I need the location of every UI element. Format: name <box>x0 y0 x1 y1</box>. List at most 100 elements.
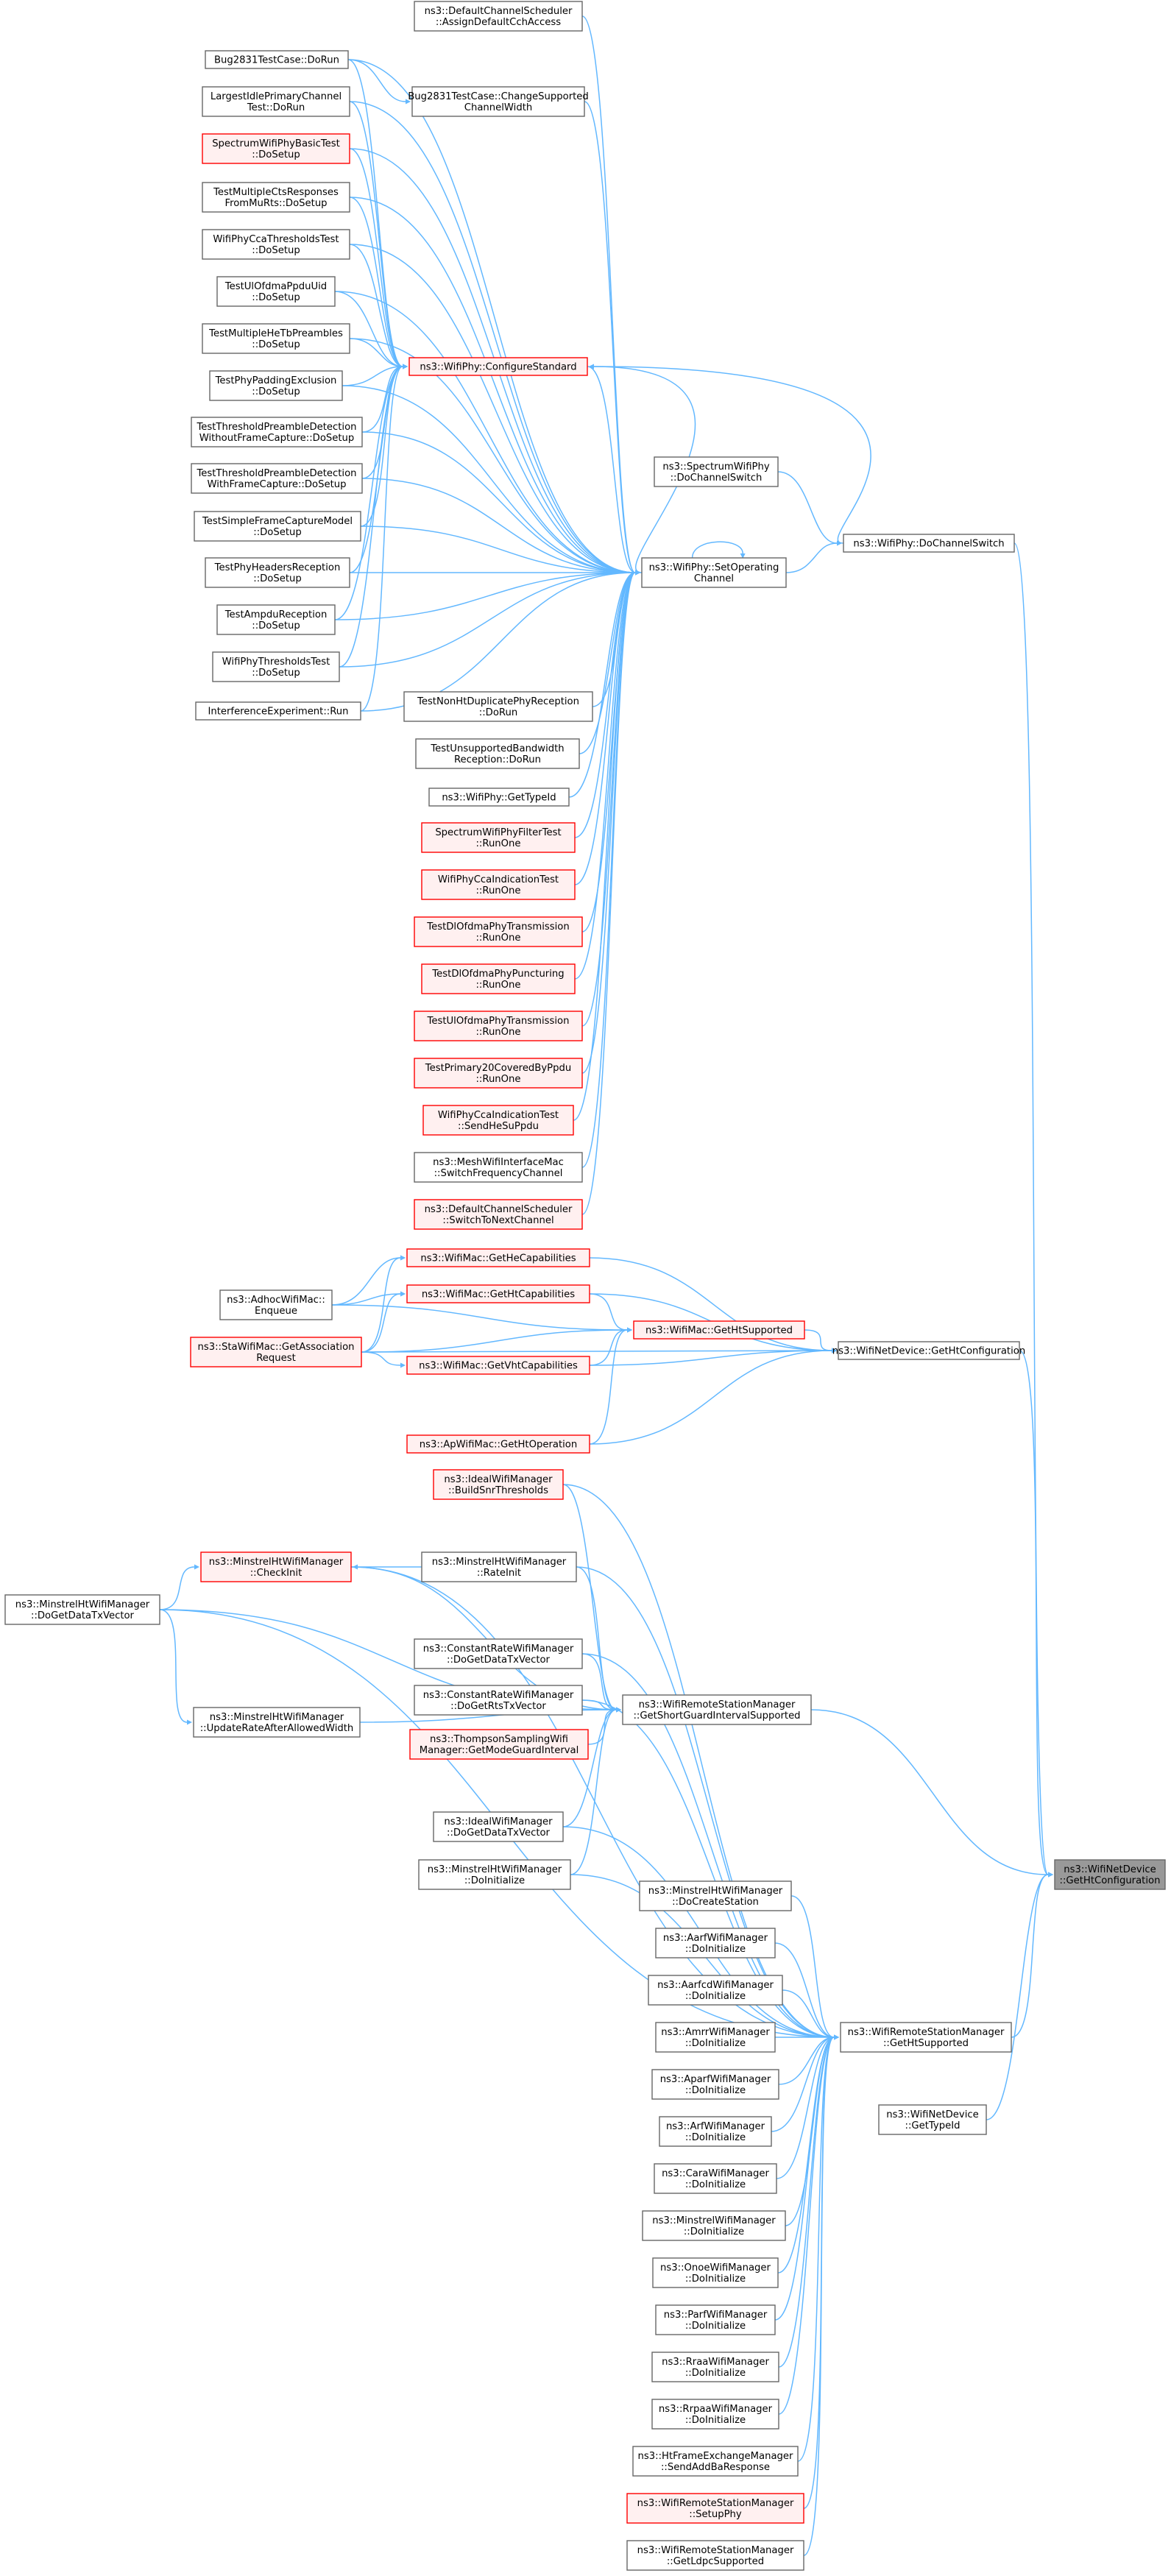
function-node-thompson[interactable]: ns3::ThompsonSamplingWifiManager::GetMod… <box>409 1729 589 1760</box>
node-label-line: ::DoGetRtsTxVector <box>450 1701 546 1712</box>
function-node-rsm-sgi[interactable]: ns3::WifiRemoteStationManager::GetShortG… <box>622 1694 812 1725</box>
node-box <box>409 1729 589 1760</box>
function-node-rrpaa-init[interactable]: ns3::RrpaaWifiManager::DoInitialize <box>651 2399 779 2430</box>
function-node-ideal-dogdtv[interactable]: ns3::IdealWifiManager::DoGetDataTxVector <box>433 1811 564 1842</box>
call-edge <box>589 1348 837 1445</box>
function-node-mac-vht-caps[interactable]: ns3::WifiMac::GetVhtCapabilities <box>406 1356 590 1375</box>
function-node-amrr-init[interactable]: ns3::AmrrWifiManager::DoInitialize <box>655 2022 776 2053</box>
node-label-line: ns3::WifiPhy::ConfigureStandard <box>420 362 576 373</box>
function-node-multi-cts[interactable]: TestMultipleCtsResponsesFromMuRts::DoSet… <box>202 182 350 213</box>
function-node-aparf-init[interactable]: ns3::AparfWifiManager::DoInitialize <box>651 2069 779 2100</box>
function-node-minht-check[interactable]: ns3::MinstrelHtWifiManager::CheckInit <box>200 1551 352 1582</box>
call-edge <box>782 1989 839 2040</box>
function-node-parf-init[interactable]: ns3::ParfWifiManager::DoInitialize <box>655 2304 776 2335</box>
function-node-dl-ofdma-tx[interactable]: TestDlOfdmaPhyTransmission::RunOne <box>414 916 583 947</box>
node-label-line: ::DoSetup <box>252 292 300 303</box>
node-label-line: ::DoInitialize <box>684 2226 744 2237</box>
function-node-dev-ht-config[interactable]: ns3::WifiNetDevice::GetHtConfiguration <box>832 1341 1025 1360</box>
function-node-thresh-with[interactable]: TestThresholdPreambleDetectionWithFrameC… <box>191 463 363 494</box>
function-node-simple-fc[interactable]: TestSimpleFrameCaptureModel::DoSetup <box>194 511 361 542</box>
call-edge <box>589 1257 837 1354</box>
function-node-wifiphy-typeid[interactable]: ns3::WifiPhy::GetTypeId <box>428 788 570 807</box>
function-node-thresh-without[interactable]: TestThresholdPreambleDetectionWithoutFra… <box>191 417 363 447</box>
node-label-line: ns3::StaWifiMac::GetAssociation <box>197 1342 354 1353</box>
function-node-padding-excl[interactable]: TestPhyPaddingExclusion::DoSetup <box>209 370 343 401</box>
node-label-line: ns3::MinstrelHtWifiManager <box>432 1557 567 1568</box>
function-node-minht-init[interactable]: ns3::MinstrelHtWifiManager::DoInitialize <box>418 1859 571 1890</box>
function-node-bug-change[interactable]: Bug2831TestCase::ChangeSupportedChannelW… <box>408 86 589 117</box>
function-node-spectrum-basic[interactable]: SpectrumWifiPhyBasicTest::DoSetup <box>202 133 350 164</box>
function-node-minht-dogdtv[interactable]: ns3::MinstrelHtWifiManager::DoGetDataTxV… <box>4 1594 160 1625</box>
call-edge <box>339 570 640 668</box>
node-label-line: ns3::ConstantRateWifiManager <box>423 1690 574 1701</box>
function-node-interf-run[interactable]: InterferenceExperiment::Run <box>195 701 361 721</box>
function-node-cca-thresh[interactable]: WifiPhyCcaThresholdsTest::DoSetup <box>202 229 350 260</box>
function-node-ideal-snr[interactable]: ns3::IdealWifiManager::BuildSnrThreshold… <box>433 1469 564 1500</box>
function-node-arf-init[interactable]: ns3::ArfWifiManager::DoInitialize <box>659 2116 772 2147</box>
function-node-cr-data[interactable]: ns3::ConstantRateWifiManager::DoGetDataT… <box>414 1638 583 1669</box>
function-node-primary20[interactable]: TestPrimary20CoveredByPpdu::RunOne <box>414 1058 583 1089</box>
call-edge <box>361 1291 406 1353</box>
function-node-spectrum-filter[interactable]: SpectrumWifiPhyFilterTest::RunOne <box>421 822 576 853</box>
function-node-rsm-setup[interactable]: ns3::WifiRemoteStationManager::SetupPhy <box>626 2493 804 2524</box>
function-node-onoe-init[interactable]: ns3::OnoeWifiManager::DoInitialize <box>652 2257 779 2288</box>
function-node-cca-indication[interactable]: WifiPhyCcaIndicationTest::RunOne <box>421 869 576 900</box>
node-box <box>193 1707 361 1738</box>
function-node-minstrel-init[interactable]: ns3::MinstrelWifiManager::DoInitialize <box>642 2210 786 2241</box>
node-label-line: ::RunOne <box>475 933 520 944</box>
node-box <box>421 963 576 994</box>
node-label-line: ::CheckInit <box>250 1568 303 1579</box>
function-node-minht-create[interactable]: ns3::MinstrelHtWifiManager::DoCreateStat… <box>639 1880 792 1911</box>
function-node-rsm-ldpc[interactable]: ns3::WifiRemoteStationManager::GetLdpcSu… <box>626 2540 804 2571</box>
function-node-dl-ofdma-punct[interactable]: TestDlOfdmaPhyPuncturing::RunOne <box>421 963 576 994</box>
node-box <box>414 1199 583 1230</box>
function-node-ap-ht-op[interactable]: ns3::ApWifiMac::GetHtOperation <box>406 1434 590 1454</box>
function-node-dev-ht-config-root[interactable]: ns3::WifiNetDevice::GetHtConfiguration <box>1054 1859 1166 1890</box>
function-node-cara-init[interactable]: ns3::CaraWifiManager::DoInitialize <box>654 2163 777 2194</box>
function-node-mac-he-caps[interactable]: ns3::WifiMac::GetHeCapabilities <box>406 1248 590 1267</box>
function-node-ul-ofdma-tx[interactable]: TestUlOfdmaPhyTransmission::RunOne <box>414 1011 583 1041</box>
function-node-htfem-addba[interactable]: ns3::HtFrameExchangeManager::SendAddBaRe… <box>632 2446 799 2477</box>
function-node-dcs-switch[interactable]: ns3::DefaultChannelScheduler::SwitchToNe… <box>414 1199 583 1230</box>
function-node-aarfcd-init[interactable]: ns3::AarfcdWifiManager::DoInitialize <box>648 1975 783 2006</box>
call-edge <box>360 364 408 712</box>
node-label-line: Manager::GetModeGuardInterval <box>420 1745 579 1756</box>
function-node-dev-typeid[interactable]: ns3::WifiNetDevice::GetTypeId <box>878 2104 987 2135</box>
node-box <box>202 86 350 117</box>
node-label-line: TestUnsupportedBandwidth <box>430 743 564 754</box>
function-node-adhoc-enqueue[interactable]: ns3::AdhocWifiMac::Enqueue <box>219 1289 333 1320</box>
function-node-rraa-init[interactable]: ns3::RraaWifiManager::DoInitialize <box>651 2352 779 2382</box>
function-node-ampdu-recv[interactable]: TestAmpduReception::DoSetup <box>216 604 336 635</box>
function-node-wifiphy-dochsw[interactable]: ns3::WifiPhy::DoChannelSwitch <box>843 534 1015 553</box>
function-node-aarf-init[interactable]: ns3::AarfWifiManager::DoInitialize <box>655 1928 776 1958</box>
node-layer: ns3::DefaultChannelScheduler::AssignDefa… <box>4 1 1166 2571</box>
function-node-cr-rts[interactable]: ns3::ConstantRateWifiManager::DoGetRtsTx… <box>414 1685 583 1716</box>
function-node-dcs-assign[interactable]: ns3::DefaultChannelScheduler::AssignDefa… <box>414 1 583 32</box>
function-node-bug-dorun[interactable]: Bug2831TestCase::DoRun <box>205 50 349 69</box>
function-node-spectrum-dochsw[interactable]: ns3::SpectrumWifiPhy::DoChannelSwitch <box>654 456 779 487</box>
call-edge <box>361 1327 632 1353</box>
function-node-nonht-dup[interactable]: TestNonHtDuplicatePhyReception::DoRun <box>403 691 593 722</box>
function-node-mac-ht-supp[interactable]: ns3::WifiMac::GetHtSupported <box>633 1320 805 1340</box>
function-node-cca-send-he[interactable]: WifiPhyCcaIndicationTest::SendHeSuPpdu <box>422 1105 574 1136</box>
node-label-line: ns3::MinstrelHtWifiManager <box>209 1557 344 1568</box>
node-label-line: ::DoInitialize <box>685 2038 746 2049</box>
function-node-phy-headers[interactable]: TestPhyHeadersReception::DoSetup <box>205 557 350 588</box>
function-node-mac-ht-caps[interactable]: ns3::WifiMac::GetHtCapabilities <box>406 1284 590 1303</box>
function-node-ul-ppdu-uid[interactable]: TestUlOfdmaPpduUid::DoSetup <box>216 276 336 307</box>
function-node-configure-std[interactable]: ns3::WifiPhy::ConfigureStandard <box>408 357 588 376</box>
node-box <box>212 651 340 682</box>
node-label-line: ns3::WifiMac::GetHtCapabilities <box>422 1289 575 1301</box>
function-node-minht-update[interactable]: ns3::MinstrelHtWifiManager::UpdateRateAf… <box>193 1707 361 1738</box>
function-node-phy-thresh[interactable]: WifiPhyThresholdsTest::DoSetup <box>212 651 340 682</box>
function-node-multi-he-tb[interactable]: TestMultipleHeTbPreambles::DoSetup <box>202 323 350 354</box>
function-node-mesh-switch[interactable]: ns3::MeshWifiInterfaceMac::SwitchFrequen… <box>414 1152 583 1183</box>
function-node-minht-rate[interactable]: ns3::MinstrelHtWifiManager::RateInit <box>421 1551 577 1582</box>
node-label-line: ::DoSetup <box>252 620 300 631</box>
function-node-rsm-ht-supp[interactable]: ns3::WifiRemoteStationManager::GetHtSupp… <box>840 2022 1012 2053</box>
node-label-line: ::AssignDefaultCchAccess <box>436 17 561 28</box>
